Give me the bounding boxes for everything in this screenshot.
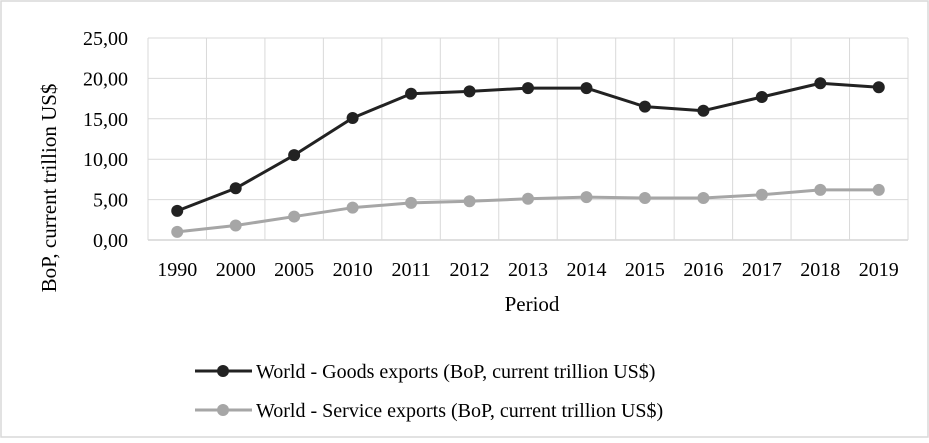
y-tick-label: 15,00 [83, 109, 128, 131]
x-tick-label: 2015 [625, 259, 665, 281]
x-tick-label: 2013 [508, 259, 548, 281]
x-tick-label: 1990 [157, 259, 197, 281]
data-point-series-2 [405, 196, 418, 209]
data-point-series-1 [638, 100, 651, 113]
data-point-series-2 [171, 225, 184, 238]
data-point-series-1 [288, 149, 301, 162]
legend: World - Goods exports (BoP, current tril… [195, 361, 663, 422]
data-point-series-2 [814, 183, 827, 196]
x-tick-label: 2017 [742, 259, 782, 281]
data-point-series-1 [755, 90, 768, 103]
x-tick-label: 2014 [566, 259, 606, 281]
data-point-series-2 [229, 219, 242, 232]
data-point-series-1 [697, 104, 710, 117]
data-point-series-2 [522, 192, 534, 205]
y-axis-title: BoP, current trillion US$ [37, 84, 61, 293]
data-point-series-2 [463, 195, 476, 208]
y-tick-label: 20,00 [83, 68, 128, 90]
x-tick-label: 2000 [216, 259, 256, 281]
data-point-series-2 [580, 191, 593, 204]
x-tick-label: 2011 [391, 259, 430, 281]
x-tick-label: 2012 [450, 259, 490, 281]
data-point-series-2 [346, 201, 359, 214]
y-tick-label: 0,00 [93, 230, 128, 252]
data-point-series-1 [872, 81, 885, 94]
data-point-series-1 [346, 111, 359, 124]
x-tick-label: 2019 [859, 259, 899, 281]
series-layer [171, 77, 885, 238]
legend-label-2: World - Service exports (BoP, current tr… [256, 400, 663, 422]
data-point-series-2 [638, 191, 651, 204]
data-point-series-1 [405, 87, 418, 100]
legend-marker-2 [217, 404, 229, 416]
legend-marker-1 [217, 365, 229, 377]
data-point-series-1 [463, 85, 476, 98]
data-point-series-1 [580, 82, 593, 95]
x-axis-title: Period [505, 292, 560, 316]
y-tick-label: 5,00 [93, 190, 128, 212]
data-point-series-1 [171, 204, 184, 217]
x-tick-label: 2010 [333, 259, 373, 281]
x-tick-label: 2005 [274, 259, 314, 281]
data-point-series-1 [814, 77, 827, 90]
y-tick-label: 25,00 [83, 28, 128, 50]
data-point-series-1 [522, 82, 534, 95]
x-tick-label: 2016 [683, 259, 723, 281]
data-point-series-1 [229, 182, 242, 195]
x-tick-label: 2018 [800, 259, 840, 281]
data-point-series-2 [697, 191, 710, 204]
legend-label-1: World - Goods exports (BoP, current tril… [256, 361, 655, 383]
data-point-series-2 [755, 188, 768, 201]
data-point-series-2 [288, 210, 301, 223]
y-tick-label: 10,00 [83, 149, 128, 171]
gridlines [147, 37, 909, 241]
axes: 0,00 5,00 10,00 15,00 20,00 25,00 1990 2000 2005… [83, 28, 899, 281]
data-point-series-2 [872, 183, 885, 196]
